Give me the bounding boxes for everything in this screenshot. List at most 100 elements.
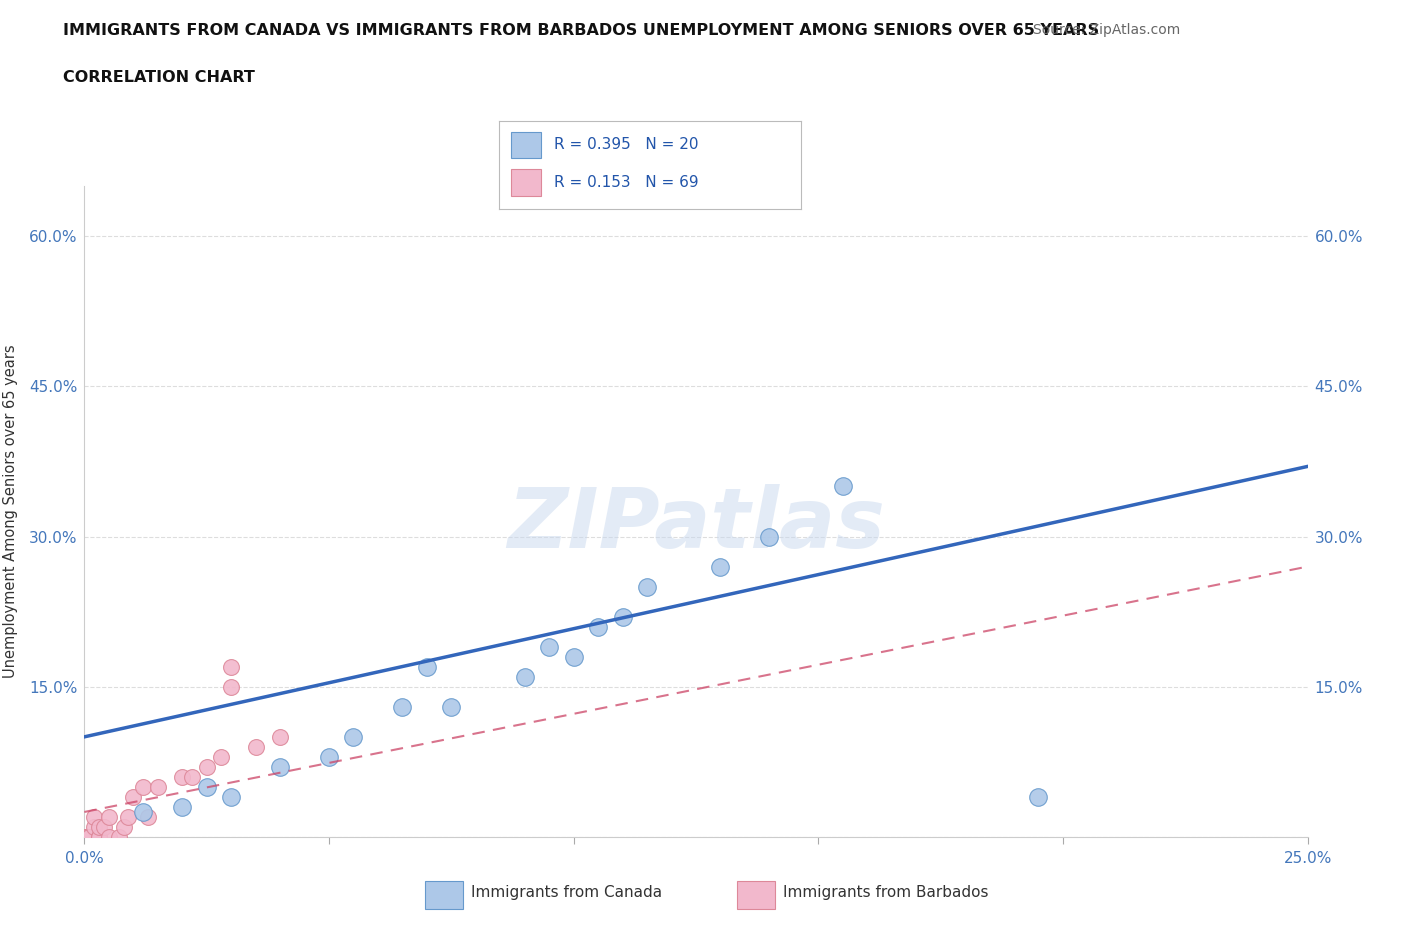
Point bbox=[73, 830, 96, 844]
Point bbox=[73, 830, 96, 844]
Point bbox=[73, 830, 96, 844]
Point bbox=[219, 679, 242, 694]
Point bbox=[73, 830, 96, 844]
Point bbox=[831, 479, 853, 494]
Point bbox=[1028, 790, 1050, 804]
Point bbox=[87, 819, 110, 834]
Point bbox=[709, 559, 731, 574]
Point bbox=[73, 830, 96, 844]
Point bbox=[181, 769, 204, 784]
Point bbox=[172, 800, 194, 815]
Point bbox=[73, 830, 96, 844]
Point bbox=[73, 830, 96, 844]
Point bbox=[73, 830, 96, 844]
Point bbox=[73, 830, 96, 844]
Point bbox=[513, 670, 536, 684]
Point bbox=[73, 830, 96, 844]
Point bbox=[195, 760, 218, 775]
Bar bbox=[737, 882, 775, 910]
Point bbox=[318, 750, 340, 764]
Point bbox=[586, 619, 609, 634]
Point bbox=[73, 830, 96, 844]
Point bbox=[416, 659, 439, 674]
Point bbox=[87, 830, 110, 844]
Point bbox=[73, 830, 96, 844]
Point bbox=[77, 830, 100, 844]
Point bbox=[77, 830, 100, 844]
Text: Immigrants from Canada: Immigrants from Canada bbox=[471, 885, 662, 900]
Bar bbox=[512, 169, 541, 196]
Point bbox=[612, 609, 634, 624]
Text: CORRELATION CHART: CORRELATION CHART bbox=[63, 70, 254, 85]
Point bbox=[73, 830, 96, 844]
Point bbox=[117, 809, 139, 824]
Point bbox=[73, 830, 96, 844]
Point bbox=[73, 830, 96, 844]
Point bbox=[73, 830, 96, 844]
Point bbox=[73, 830, 96, 844]
Point bbox=[758, 529, 780, 544]
Point bbox=[269, 760, 291, 775]
Point bbox=[77, 830, 100, 844]
Point bbox=[73, 830, 96, 844]
Point bbox=[73, 830, 96, 844]
Point bbox=[636, 579, 658, 594]
Point bbox=[97, 830, 120, 844]
Point bbox=[73, 830, 96, 844]
Point bbox=[269, 729, 291, 744]
Point bbox=[122, 790, 145, 804]
Point bbox=[112, 819, 135, 834]
Point bbox=[219, 659, 242, 674]
Text: R = 0.395   N = 20: R = 0.395 N = 20 bbox=[554, 138, 697, 153]
Point bbox=[73, 830, 96, 844]
Point bbox=[107, 830, 129, 844]
Text: R = 0.153   N = 69: R = 0.153 N = 69 bbox=[554, 175, 699, 191]
Point bbox=[73, 830, 96, 844]
Text: Source: ZipAtlas.com: Source: ZipAtlas.com bbox=[1033, 23, 1181, 37]
Point bbox=[73, 830, 96, 844]
Point bbox=[73, 830, 96, 844]
Point bbox=[87, 830, 110, 844]
Text: ZIPatlas: ZIPatlas bbox=[508, 484, 884, 565]
Point bbox=[77, 830, 100, 844]
Point bbox=[73, 830, 96, 844]
Point bbox=[136, 809, 159, 824]
Text: IMMIGRANTS FROM CANADA VS IMMIGRANTS FROM BARBADOS UNEMPLOYMENT AMONG SENIORS OV: IMMIGRANTS FROM CANADA VS IMMIGRANTS FRO… bbox=[63, 23, 1099, 38]
Point bbox=[219, 790, 242, 804]
Point bbox=[172, 769, 194, 784]
Point bbox=[73, 830, 96, 844]
Bar bbox=[512, 131, 541, 158]
Point bbox=[73, 830, 96, 844]
Point bbox=[73, 830, 96, 844]
Text: Immigrants from Barbados: Immigrants from Barbados bbox=[783, 885, 988, 900]
Point bbox=[195, 779, 218, 794]
Point bbox=[440, 699, 463, 714]
Point bbox=[73, 830, 96, 844]
Point bbox=[73, 830, 96, 844]
Point bbox=[73, 830, 96, 844]
Bar bbox=[425, 882, 463, 910]
Point bbox=[73, 830, 96, 844]
Point bbox=[73, 830, 96, 844]
Point bbox=[391, 699, 413, 714]
Point bbox=[132, 804, 155, 819]
Point bbox=[245, 739, 267, 754]
Point bbox=[73, 830, 96, 844]
Point bbox=[73, 830, 96, 844]
Point bbox=[146, 779, 169, 794]
Point bbox=[73, 830, 96, 844]
Point bbox=[73, 830, 96, 844]
Point bbox=[83, 809, 105, 824]
Point bbox=[342, 729, 364, 744]
Point bbox=[73, 830, 96, 844]
Point bbox=[73, 830, 96, 844]
Y-axis label: Unemployment Among Seniors over 65 years: Unemployment Among Seniors over 65 years bbox=[3, 345, 18, 678]
Point bbox=[73, 830, 96, 844]
Point bbox=[73, 830, 96, 844]
Point bbox=[77, 830, 100, 844]
Point bbox=[93, 819, 115, 834]
Point bbox=[97, 809, 120, 824]
Point bbox=[538, 639, 561, 654]
Point bbox=[562, 649, 585, 664]
Point bbox=[209, 750, 232, 764]
